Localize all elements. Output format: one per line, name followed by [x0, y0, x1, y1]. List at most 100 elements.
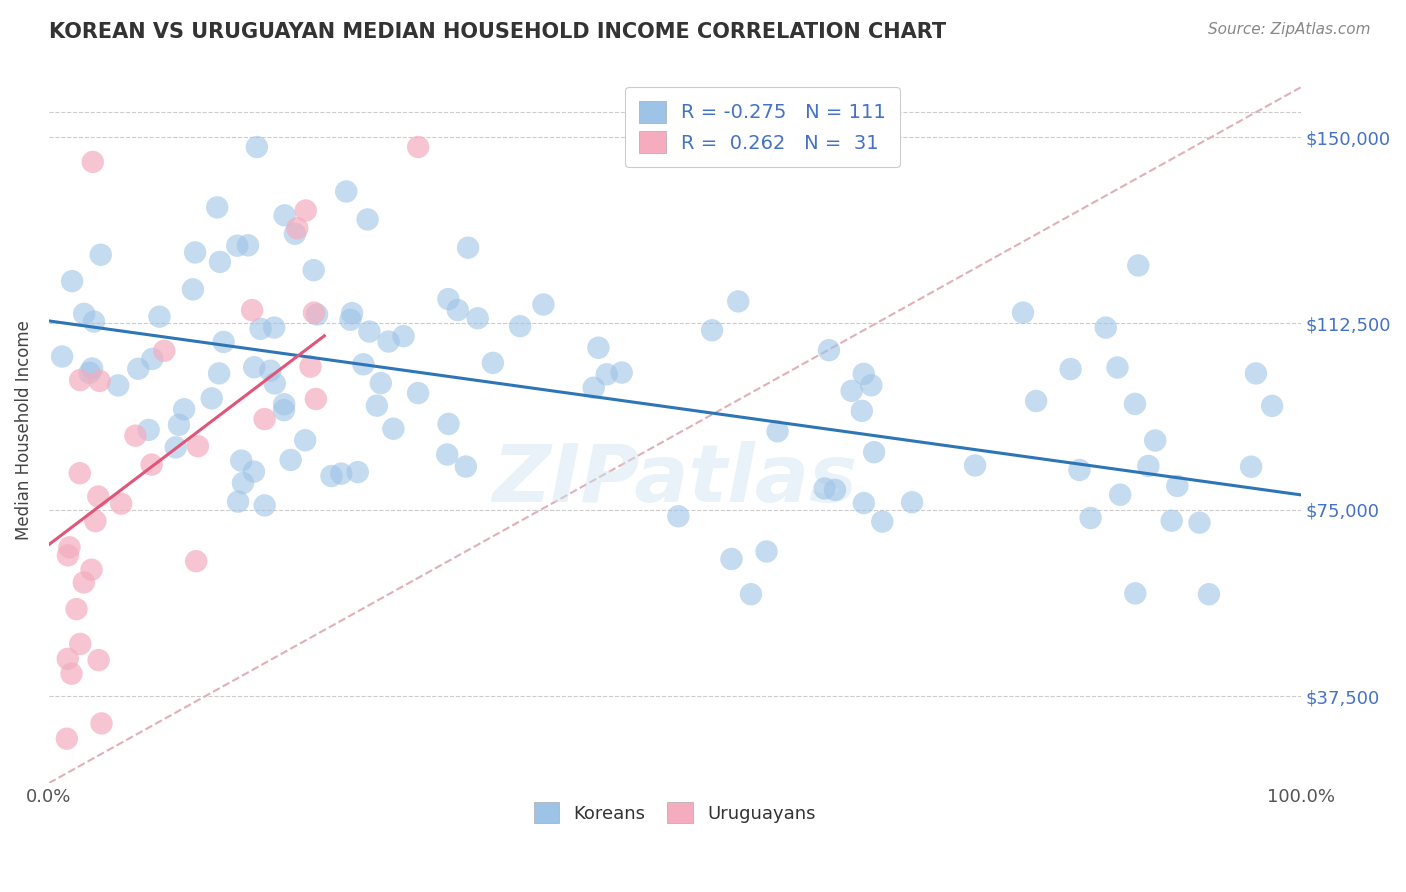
Point: [232, 476, 254, 491]
Point: [148, 310, 170, 324]
Text: Source: ZipAtlas.com: Source: ZipAtlas.com: [1208, 22, 1371, 37]
Point: [69, 373, 91, 387]
Point: [727, 294, 749, 309]
Point: [352, 357, 374, 371]
Point: [186, 554, 208, 568]
Text: ZIPatlas: ZIPatlas: [492, 441, 858, 518]
Point: [173, 402, 195, 417]
Point: [406, 140, 429, 154]
Point: [321, 469, 343, 483]
Point: [273, 208, 295, 222]
Point: [666, 509, 689, 524]
Point: [201, 392, 224, 406]
Point: [1128, 259, 1150, 273]
Point: [1144, 434, 1167, 448]
Point: [73, 307, 96, 321]
Point: [187, 439, 209, 453]
Point: [509, 319, 531, 334]
Point: [841, 384, 863, 398]
Point: [253, 412, 276, 426]
Point: [87, 653, 110, 667]
Point: [107, 378, 129, 392]
Point: [482, 356, 505, 370]
Point: [83, 315, 105, 329]
Point: [340, 306, 363, 320]
Point: [406, 386, 429, 401]
Point: [852, 367, 875, 381]
Point: [1188, 516, 1211, 530]
Point: [1166, 479, 1188, 493]
Point: [73, 575, 96, 590]
Text: KOREAN VS URUGUAYAN MEDIAN HOUSEHOLD INCOME CORRELATION CHART: KOREAN VS URUGUAYAN MEDIAN HOUSEHOLD INC…: [49, 22, 946, 42]
Point: [236, 238, 259, 252]
Point: [60, 274, 83, 288]
Point: [208, 255, 231, 269]
Point: [851, 404, 873, 418]
Point: [249, 322, 271, 336]
Point: [818, 343, 841, 358]
Point: [226, 494, 249, 508]
Point: [56, 731, 79, 746]
Point: [1109, 488, 1132, 502]
Point: [243, 465, 266, 479]
Point: [226, 238, 249, 252]
Point: [184, 245, 207, 260]
Point: [457, 241, 479, 255]
Point: [285, 221, 308, 235]
Point: [382, 422, 405, 436]
Point: [80, 563, 103, 577]
Point: [167, 417, 190, 432]
Point: [208, 367, 231, 381]
Point: [356, 212, 378, 227]
Point: [720, 552, 742, 566]
Point: [454, 459, 477, 474]
Point: [531, 297, 554, 311]
Point: [90, 248, 112, 262]
Point: [294, 434, 316, 448]
Point: [1025, 394, 1047, 409]
Point: [294, 203, 316, 218]
Point: [1012, 305, 1035, 319]
Point: [863, 445, 886, 459]
Point: [138, 423, 160, 437]
Point: [1261, 399, 1284, 413]
Point: [1240, 459, 1263, 474]
Point: [273, 403, 295, 417]
Point: [69, 637, 91, 651]
Point: [240, 303, 263, 318]
Point: [852, 496, 875, 510]
Point: [901, 495, 924, 509]
Point: [87, 490, 110, 504]
Point: [231, 453, 253, 467]
Point: [284, 227, 307, 241]
Point: [299, 359, 322, 374]
Point: [165, 441, 187, 455]
Point: [467, 311, 489, 326]
Legend: Koreans, Uruguayans: Koreans, Uruguayans: [523, 791, 827, 834]
Point: [860, 378, 883, 392]
Point: [1123, 586, 1146, 600]
Point: [813, 482, 835, 496]
Point: [307, 308, 329, 322]
Point: [436, 448, 458, 462]
Point: [359, 325, 381, 339]
Point: [610, 366, 633, 380]
Point: [755, 544, 778, 558]
Point: [1123, 397, 1146, 411]
Point: [205, 201, 228, 215]
Point: [273, 397, 295, 411]
Point: [56, 549, 79, 563]
Point: [141, 458, 163, 472]
Point: [872, 515, 894, 529]
Point: [79, 366, 101, 380]
Point: [700, 323, 723, 337]
Point: [82, 361, 104, 376]
Point: [280, 453, 302, 467]
Point: [437, 292, 460, 306]
Point: [965, 458, 987, 473]
Point: [1107, 360, 1129, 375]
Point: [1094, 320, 1116, 334]
Point: [370, 376, 392, 390]
Point: [302, 263, 325, 277]
Point: [1080, 511, 1102, 525]
